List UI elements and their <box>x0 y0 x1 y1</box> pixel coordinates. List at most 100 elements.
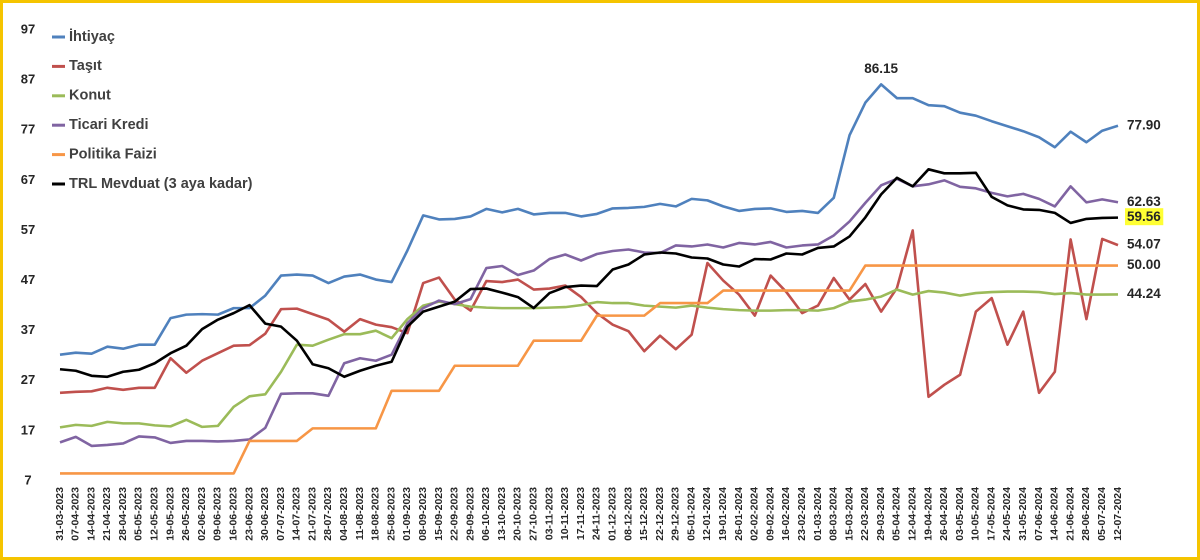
x-tick-label: 10-05-2024 <box>970 487 982 541</box>
x-tick-label: 22-03-2024 <box>859 487 871 541</box>
value-label: 54.07 <box>1127 237 1161 252</box>
x-tick-label: 26-04-2024 <box>938 487 950 541</box>
x-tick-label: 22-12-2023 <box>654 487 666 541</box>
value-label: 62.63 <box>1127 194 1161 209</box>
y-tick-label: 77 <box>21 122 35 137</box>
y-tick-label: 97 <box>21 21 35 36</box>
x-tick-label: 05-07-2024 <box>1096 487 1108 541</box>
x-tick-label: 25-08-2023 <box>385 487 397 541</box>
x-tick-label: 27-10-2023 <box>528 487 540 541</box>
x-tick-label: 19-04-2024 <box>922 487 934 541</box>
x-tick-label: 26-01-2024 <box>733 487 745 541</box>
x-tick-label: 01-09-2023 <box>401 487 413 541</box>
value-label: 86.15 <box>864 61 898 76</box>
value-label: 44.24 <box>1127 286 1161 301</box>
x-tick-label: 10-11-2023 <box>559 487 571 540</box>
y-tick-label: 7 <box>24 472 31 487</box>
x-tick-label: 05-05-2023 <box>133 487 145 541</box>
x-tick-label: 08-09-2023 <box>417 487 429 541</box>
x-tick-label: 24-11-2023 <box>591 487 603 540</box>
value-label-highlight <box>1125 208 1164 226</box>
x-tick-label: 08-03-2024 <box>828 487 840 541</box>
x-tick-label: 18-08-2023 <box>370 487 382 541</box>
y-tick-label: 57 <box>21 222 35 237</box>
x-tick-label: 15-12-2023 <box>638 487 650 541</box>
x-tick-label: 28-06-2024 <box>1080 487 1092 541</box>
x-tick-label: 03-05-2024 <box>954 487 966 541</box>
x-tick-label: 19-05-2023 <box>164 487 176 541</box>
x-tick-label: 16-06-2023 <box>227 487 239 541</box>
x-tick-label: 29-12-2023 <box>670 487 682 541</box>
x-tick-label: 01-12-2023 <box>606 487 618 541</box>
x-tick-label: 23-06-2023 <box>243 487 255 541</box>
x-tick-label: 16-02-2024 <box>780 487 792 541</box>
series-line <box>59 177 1119 448</box>
legend-label: Ticari Kredi <box>69 117 149 133</box>
y-tick-label: 27 <box>21 372 35 387</box>
y-tick-label: 47 <box>21 272 35 287</box>
x-tick-label: 02-02-2024 <box>749 487 761 541</box>
x-tick-label: 26-05-2023 <box>180 487 192 541</box>
x-tick-label: 22-09-2023 <box>449 487 461 541</box>
value-label: 50.00 <box>1127 257 1161 272</box>
x-tick-label: 04-08-2023 <box>338 487 350 541</box>
y-tick-label: 87 <box>21 72 35 87</box>
x-tick-label: 02-06-2023 <box>196 487 208 541</box>
x-tick-label: 21-04-2023 <box>101 487 113 541</box>
value-label: 77.90 <box>1127 117 1161 132</box>
x-tick-label: 14-04-2023 <box>85 487 97 541</box>
x-tick-label: 24-05-2024 <box>1001 487 1013 541</box>
x-tick-label: 29-03-2024 <box>875 487 887 541</box>
x-tick-label: 01-03-2024 <box>812 487 824 541</box>
value-label: 59.56 <box>1127 209 1161 224</box>
x-tick-label: 05-01-2024 <box>685 487 697 541</box>
x-tick-label: 09-02-2024 <box>764 487 776 541</box>
x-tick-label: 30-06-2023 <box>259 487 271 541</box>
y-tick-label: 17 <box>21 422 35 437</box>
x-tick-label: 12-05-2023 <box>149 487 161 541</box>
x-tick-label: 21-06-2024 <box>1064 487 1076 541</box>
x-tick-label: 07-07-2023 <box>275 487 287 541</box>
x-tick-label: 17-05-2024 <box>985 487 997 541</box>
x-tick-label: 31-03-2023 <box>54 487 66 541</box>
series-line <box>60 264 1118 475</box>
x-tick-label: 28-07-2023 <box>322 487 334 541</box>
x-tick-label: 14-07-2023 <box>291 487 303 541</box>
x-tick-label: 06-10-2023 <box>480 487 492 541</box>
x-tick-label: 12-07-2024 <box>1112 487 1124 541</box>
x-tick-label: 11-08-2023 <box>354 487 366 540</box>
series-line <box>59 229 1119 399</box>
x-tick-label: 28-04-2023 <box>117 487 129 541</box>
series-line <box>59 83 1119 357</box>
x-tick-label: 13-10-2023 <box>496 487 508 541</box>
x-tick-label: 12-04-2024 <box>906 487 918 541</box>
legend-label: Taşıt <box>69 58 102 74</box>
x-tick-label: 15-09-2023 <box>433 487 445 541</box>
x-tick-label: 07-06-2024 <box>1033 487 1045 541</box>
x-tick-label: 07-04-2023 <box>70 487 82 541</box>
x-tick-label: 31-05-2024 <box>1017 487 1029 541</box>
series-line <box>59 288 1119 429</box>
legend-label: TRL Mevduat (3 aya kadar) <box>69 176 253 192</box>
x-tick-label: 03-11-2023 <box>543 487 555 540</box>
y-tick-label: 37 <box>21 322 35 337</box>
x-tick-label: 17-11-2023 <box>575 487 587 540</box>
x-tick-label: 09-06-2023 <box>212 487 224 541</box>
x-tick-label: 20-10-2023 <box>512 487 524 541</box>
x-tick-label: 23-02-2024 <box>796 487 808 541</box>
x-tick-label: 29-09-2023 <box>464 487 476 541</box>
legend-label: Politika Faizi <box>69 146 157 162</box>
legend-label: İhtiyaç <box>69 28 115 45</box>
series-line <box>59 168 1119 379</box>
x-tick-label: 21-07-2023 <box>306 487 318 541</box>
legend-label: Konut <box>69 88 111 104</box>
x-tick-label: 05-04-2024 <box>891 487 903 541</box>
x-tick-label: 14-06-2024 <box>1049 487 1061 541</box>
x-tick-label: 12-01-2024 <box>701 487 713 541</box>
x-tick-label: 08-12-2023 <box>622 487 634 541</box>
y-tick-label: 67 <box>21 172 35 187</box>
x-tick-label: 19-01-2024 <box>717 487 729 541</box>
x-tick-label: 15-03-2024 <box>843 487 855 541</box>
